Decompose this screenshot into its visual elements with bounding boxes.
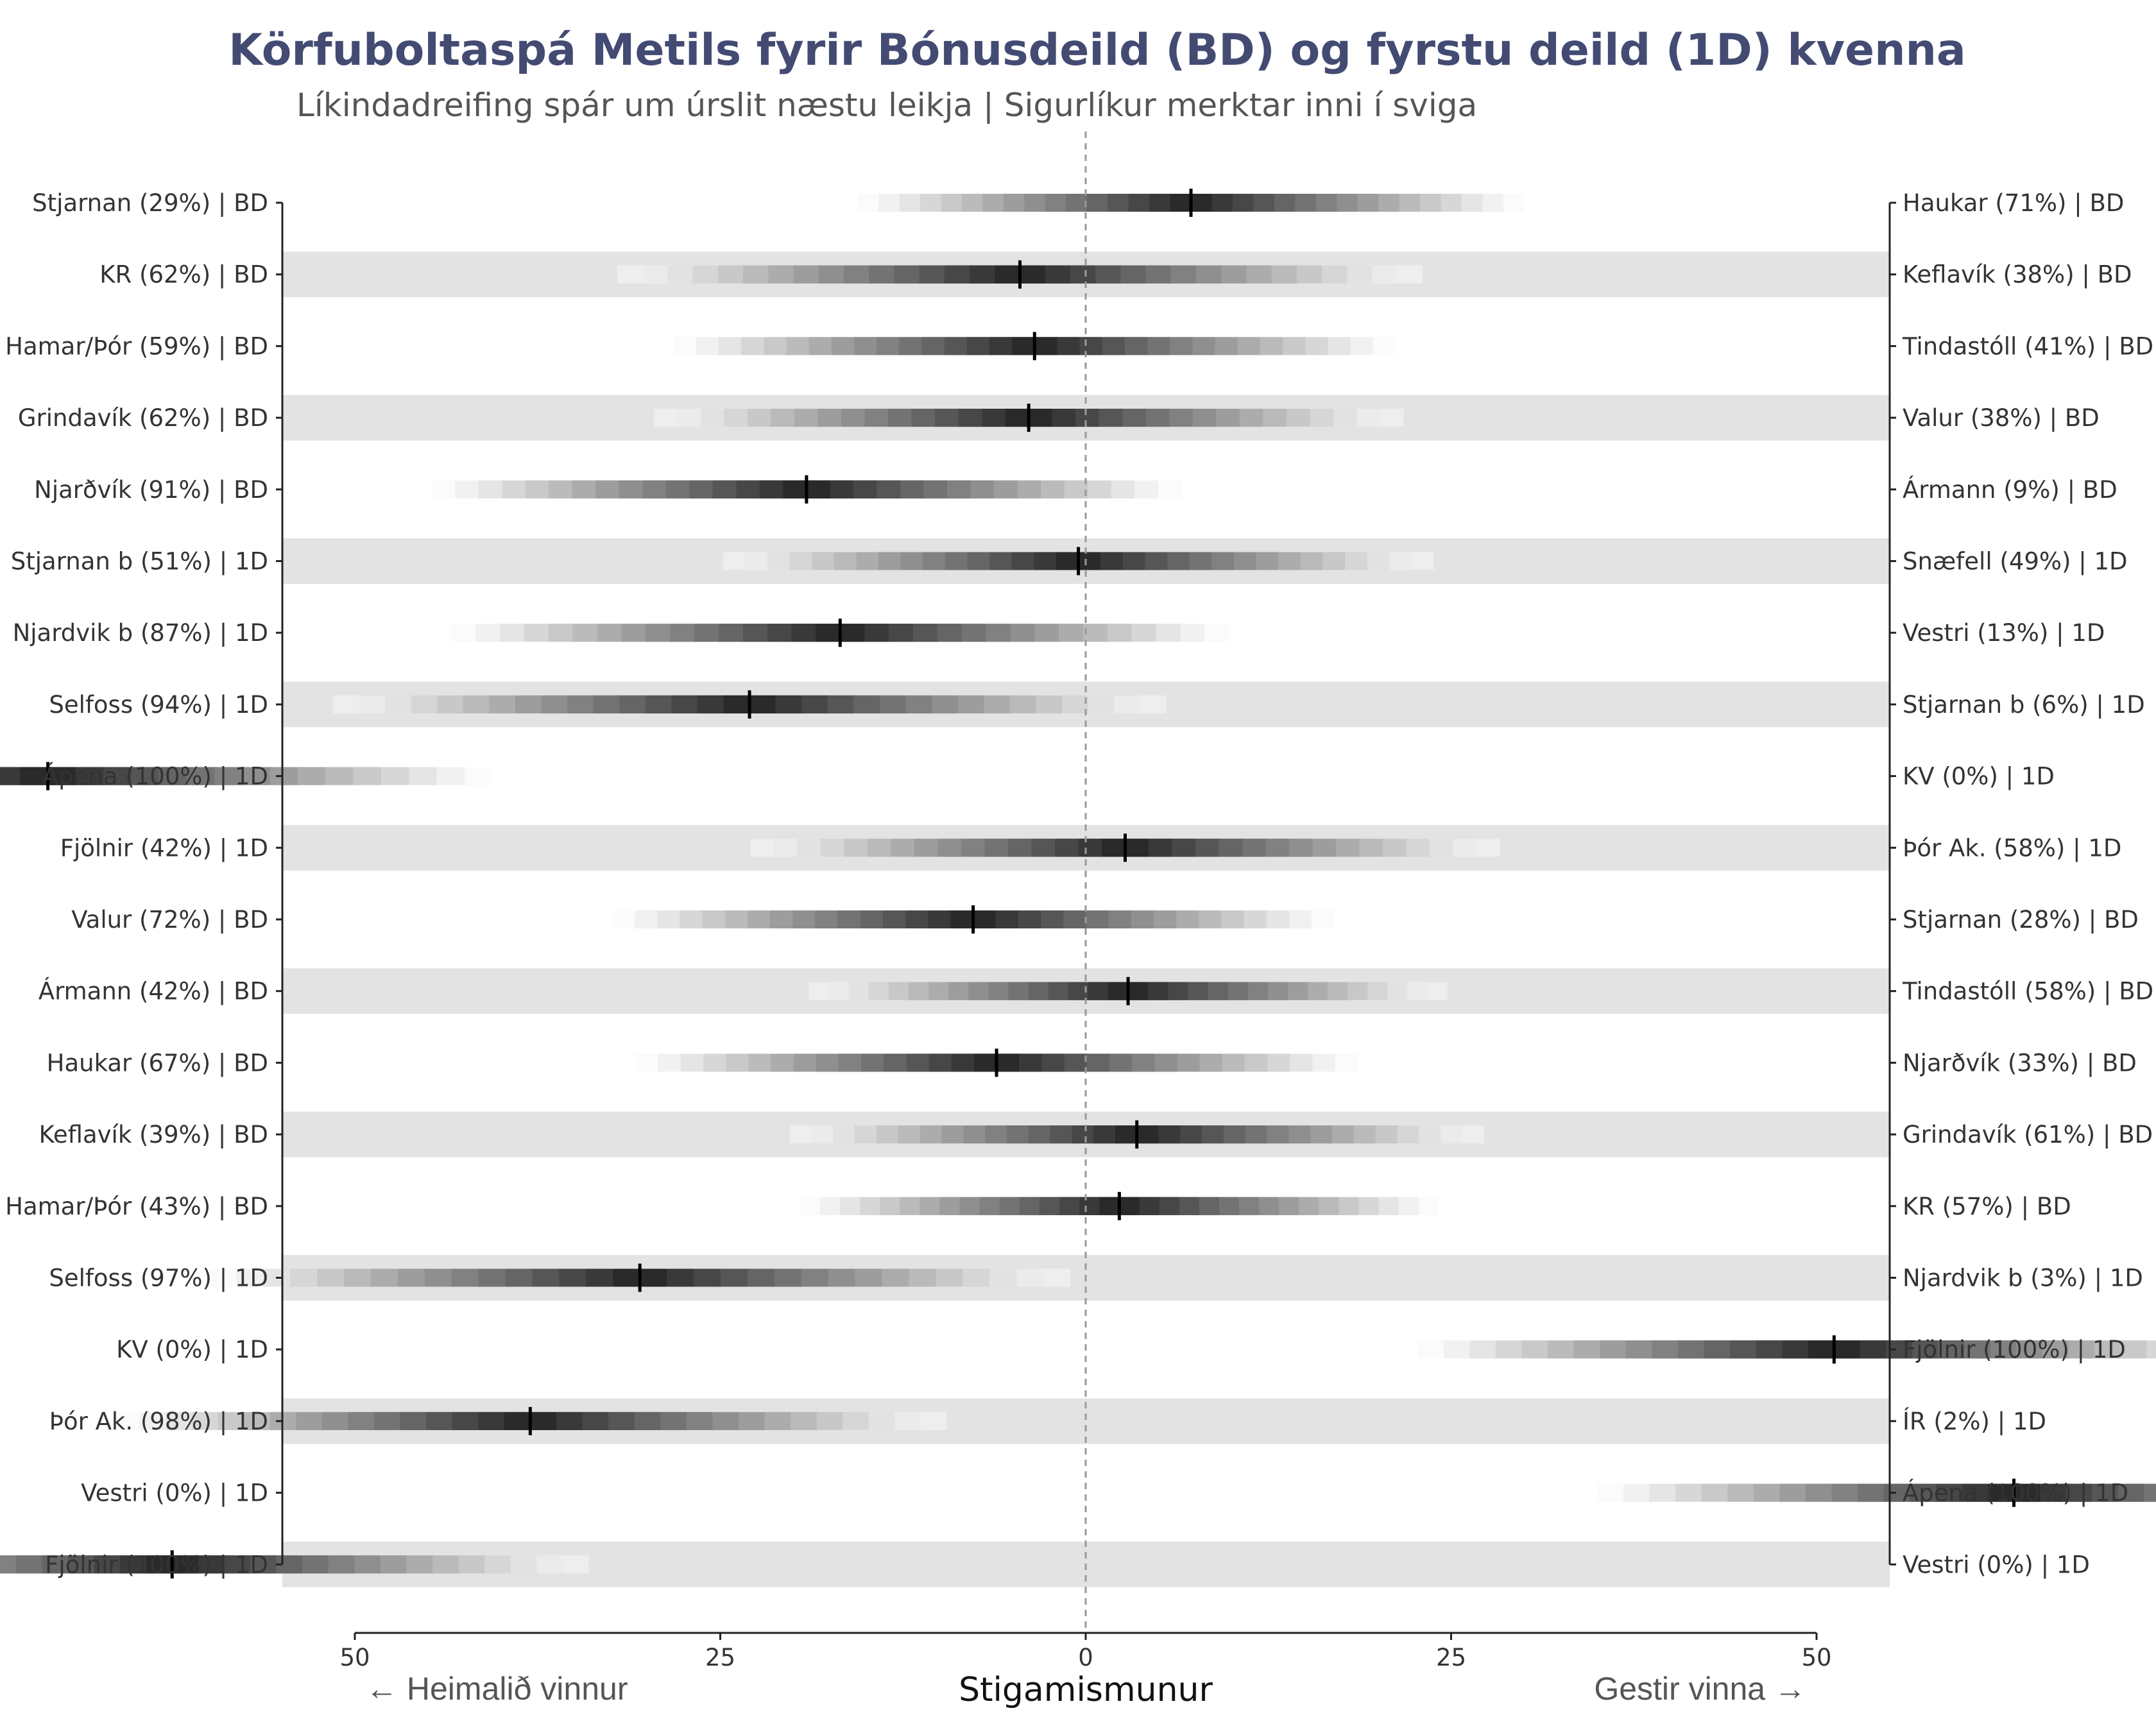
home-team-label: Ápena (100%) | 1D — [42, 762, 268, 790]
game-distribution — [451, 619, 1229, 647]
home-team-label: Stjarnan (29%) | BD — [32, 189, 268, 217]
x-tick-label: 50 — [339, 1644, 370, 1671]
away-team-label: Grindavík (61%) | BD — [1903, 1121, 2153, 1148]
away-team-label: Valur (38%) | BD — [1903, 404, 2100, 432]
away-team-label: Haukar (71%) | BD — [1903, 189, 2124, 217]
home-team-label: KV (0%) | 1D — [116, 1336, 268, 1363]
home-team-label: Keflavík (39%) | BD — [39, 1121, 269, 1148]
axes: 50 25 0 25 50 — [276, 201, 1896, 1671]
away-team-label: Vestri (0%) | 1D — [1903, 1551, 2090, 1578]
game-distribution — [857, 189, 1525, 217]
game-distribution — [332, 690, 1167, 719]
home-team-label: Stjarnan b (51%) | 1D — [11, 548, 268, 576]
home-team-label: Grindavík (62%) | BD — [18, 404, 268, 432]
x-tick-label: 25 — [1436, 1644, 1466, 1671]
game-distribution — [114, 1406, 947, 1435]
home-team-label: Njardvik b (87%) | 1D — [13, 619, 268, 647]
away-team-label: Ármann (9%) | BD — [1903, 475, 2118, 504]
game-distribution — [0, 1550, 589, 1579]
home-team-label: Selfoss (97%) | 1D — [49, 1265, 268, 1292]
x-axis-label: Stigamismunur — [959, 1671, 1213, 1709]
home-team-label: Njarðvík (91%) | BD — [34, 476, 268, 504]
away-team-label: Fjölnir (100%) | 1D — [1903, 1336, 2126, 1363]
game-distribution — [789, 1120, 1484, 1149]
away-team-label: Keflavík (38%) | BD — [1903, 261, 2132, 289]
game-distribution — [809, 977, 1448, 1005]
home-team-label: Vestri (0%) | 1D — [81, 1480, 268, 1507]
home-team-label: Ármann (42%) | BD — [38, 977, 268, 1005]
x-tick-label: 25 — [705, 1644, 735, 1671]
away-team-label: Tindastóll (58%) | BD — [1902, 978, 2153, 1005]
team-labels: Stjarnan (29%) | BD Haukar (71%) | BD KR (… — [5, 189, 2153, 1578]
game-distribution — [1417, 1335, 2156, 1364]
home-team-label: Þór Ak. (98%) | 1D — [49, 1408, 268, 1435]
chart-subtitle: Líkindadreifing spár um úrslit næstu lei… — [296, 87, 1477, 124]
away-team-label: Þór Ak. (58%) | 1D — [1903, 834, 2121, 862]
away-team-label: Stjarnan b (6%) | 1D — [1903, 691, 2145, 719]
home-team-label: Valur (72%) | BD — [71, 906, 268, 934]
home-team-label: Fjölnir (100%) | 1D — [45, 1551, 268, 1578]
away-team-label: Snæfell (49%) | 1D — [1903, 548, 2128, 576]
game-distribution — [1597, 1478, 2156, 1507]
away-team-label: KV (0%) | 1D — [1903, 763, 2055, 790]
game-distribution — [209, 1263, 1071, 1292]
away-team-label: ÍR (2%) | 1D — [1903, 1407, 2046, 1435]
home-team-label: KR (62%) | BD — [99, 261, 268, 289]
away-team-label: KR (57%) | BD — [1903, 1193, 2071, 1220]
game-distribution — [0, 762, 493, 790]
chart-title: Körfuboltaspá Metils fyrir Bónusdeild (B… — [228, 25, 1966, 76]
away-team-label: Vestri (13%) | 1D — [1903, 619, 2105, 647]
distribution-intervals — [0, 189, 2156, 1579]
game-distribution — [635, 1048, 1358, 1077]
away-team-label: Tindastóll (41%) | BD — [1902, 332, 2153, 360]
game-distribution — [612, 905, 1335, 934]
game-distribution — [673, 332, 1396, 361]
home-team-label: Fjölnir (42%) | 1D — [60, 834, 268, 862]
away-team-label: Njarðvík (33%) | BD — [1903, 1049, 2137, 1077]
game-distribution — [800, 1191, 1439, 1220]
home-wins-label: ← Heimalið vinnur — [366, 1671, 628, 1707]
home-team-label: Hamar/Þór (43%) | BD — [5, 1193, 268, 1220]
game-distribution — [617, 260, 1423, 289]
away-team-label: Ápena (100%) | 1D — [1903, 1479, 2128, 1507]
away-team-label: Stjarnan (28%) | BD — [1903, 906, 2139, 934]
home-team-label: Selfoss (94%) | 1D — [49, 691, 268, 719]
game-distribution — [723, 547, 1434, 576]
game-distribution — [431, 475, 1182, 504]
away-wins-label: Gestir vinna → — [1594, 1671, 1806, 1707]
home-team-label: Haukar (67%) | BD — [47, 1049, 268, 1077]
x-tick-label: 50 — [1801, 1644, 1831, 1671]
x-tick-label: 0 — [1078, 1644, 1093, 1671]
home-team-label: Hamar/Þór (59%) | BD — [5, 332, 268, 360]
game-distribution — [653, 404, 1404, 432]
away-team-label: Njardvik b (3%) | 1D — [1903, 1265, 2143, 1292]
game-distribution — [750, 833, 1500, 862]
